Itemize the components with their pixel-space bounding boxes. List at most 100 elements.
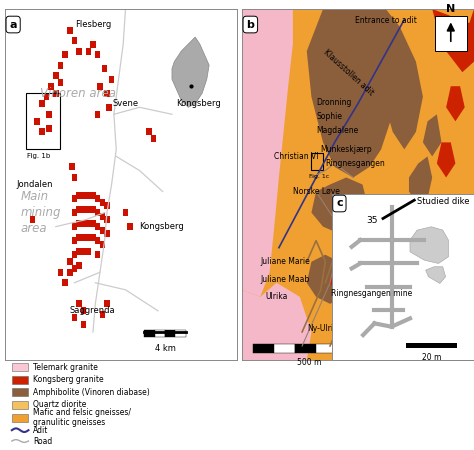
Text: Svene: Svene [112, 99, 138, 108]
Bar [81, 234, 86, 241]
Bar [86, 206, 91, 212]
Bar [12, 363, 28, 371]
Text: Flesberg: Flesberg [75, 19, 111, 28]
Text: a: a [9, 19, 17, 30]
Bar [90, 234, 96, 241]
Text: Juliane Maab: Juliane Maab [260, 275, 310, 284]
Polygon shape [307, 255, 348, 304]
Polygon shape [423, 114, 441, 157]
Bar [76, 48, 82, 54]
Text: Entrance to adit: Entrance to adit [355, 16, 417, 25]
Bar [100, 212, 105, 220]
Text: Amphibolite (Vinoren diabase): Amphibolite (Vinoren diabase) [33, 388, 150, 397]
Text: Kongsberg: Kongsberg [139, 222, 184, 231]
Bar [100, 241, 105, 248]
Text: Studied dike: Studied dike [417, 197, 470, 206]
Text: Munkeskjærp: Munkeskjærp [321, 145, 373, 154]
Bar [63, 51, 68, 58]
Bar [86, 234, 91, 241]
Bar [48, 83, 54, 90]
Bar [107, 104, 112, 111]
Polygon shape [432, 9, 474, 72]
Text: Quartz diorite: Quartz diorite [33, 400, 87, 410]
Bar [95, 51, 100, 58]
Bar [95, 223, 100, 230]
Text: Vinoren area: Vinoren area [39, 87, 116, 100]
Bar [100, 311, 105, 318]
Bar [76, 206, 82, 212]
Polygon shape [311, 177, 370, 234]
Bar [39, 100, 45, 107]
Polygon shape [242, 9, 293, 297]
Text: c: c [336, 198, 343, 208]
Polygon shape [172, 37, 209, 107]
Text: 500 m: 500 m [297, 358, 321, 367]
Bar [12, 388, 28, 396]
Polygon shape [242, 283, 311, 360]
Bar [165, 330, 175, 337]
Bar [76, 234, 82, 241]
Bar [95, 251, 100, 258]
Bar [12, 401, 28, 409]
Text: 4 km: 4 km [155, 344, 175, 353]
Bar [95, 237, 100, 244]
Bar [406, 343, 457, 348]
Text: Klausstollen adit: Klausstollen adit [322, 47, 375, 97]
Text: Dronning: Dronning [316, 98, 351, 107]
Bar [39, 128, 45, 135]
Bar [72, 223, 77, 230]
Bar [81, 321, 86, 328]
Text: Kongsberg: Kongsberg [177, 99, 221, 108]
Bar [337, 344, 358, 353]
Bar [104, 300, 109, 307]
Text: Telemark granite: Telemark granite [33, 363, 98, 372]
Bar [76, 220, 82, 227]
Bar [100, 198, 105, 206]
Bar [35, 118, 40, 125]
Bar [151, 135, 156, 142]
Text: 20 m: 20 m [422, 353, 441, 362]
Polygon shape [409, 157, 432, 206]
Bar [104, 230, 109, 237]
Text: Juliane Marie: Juliane Marie [260, 257, 310, 266]
Polygon shape [426, 267, 446, 284]
Bar [144, 330, 155, 337]
Bar [311, 153, 323, 171]
Bar [128, 223, 133, 230]
Text: Main
mining
area: Main mining area [21, 190, 62, 235]
Polygon shape [437, 142, 456, 177]
Bar [67, 27, 73, 34]
Bar [72, 315, 77, 321]
Bar [155, 330, 165, 337]
Text: Ny-Ulrika: Ny-Ulrika [307, 324, 342, 333]
Bar [95, 111, 100, 118]
Polygon shape [330, 255, 358, 297]
Bar [76, 248, 82, 255]
Bar [90, 206, 96, 212]
Bar [72, 37, 77, 44]
Bar [72, 209, 77, 216]
Text: Kongsberg granite: Kongsberg granite [33, 375, 104, 384]
Bar [90, 192, 96, 198]
Bar [102, 65, 108, 72]
Bar [46, 111, 52, 118]
Text: Road: Road [33, 436, 53, 446]
Bar [81, 206, 86, 212]
Text: Fig. 1b: Fig. 1b [27, 153, 50, 159]
Bar [97, 83, 103, 90]
Bar [76, 300, 82, 307]
Text: Mafic and felsic gneisses/
granulitic gneisses: Mafic and felsic gneisses/ granulitic gn… [33, 408, 131, 427]
Bar [72, 195, 77, 202]
Bar [46, 125, 52, 132]
Bar [435, 16, 467, 51]
Bar [30, 216, 36, 223]
Text: Ulrika: Ulrika [265, 292, 287, 302]
Bar [67, 258, 73, 265]
Bar [95, 195, 100, 202]
Bar [274, 344, 295, 353]
Text: Fig. 1c: Fig. 1c [309, 174, 329, 179]
Bar [104, 216, 109, 223]
Polygon shape [410, 227, 448, 263]
Bar [53, 90, 59, 97]
Bar [109, 76, 114, 83]
